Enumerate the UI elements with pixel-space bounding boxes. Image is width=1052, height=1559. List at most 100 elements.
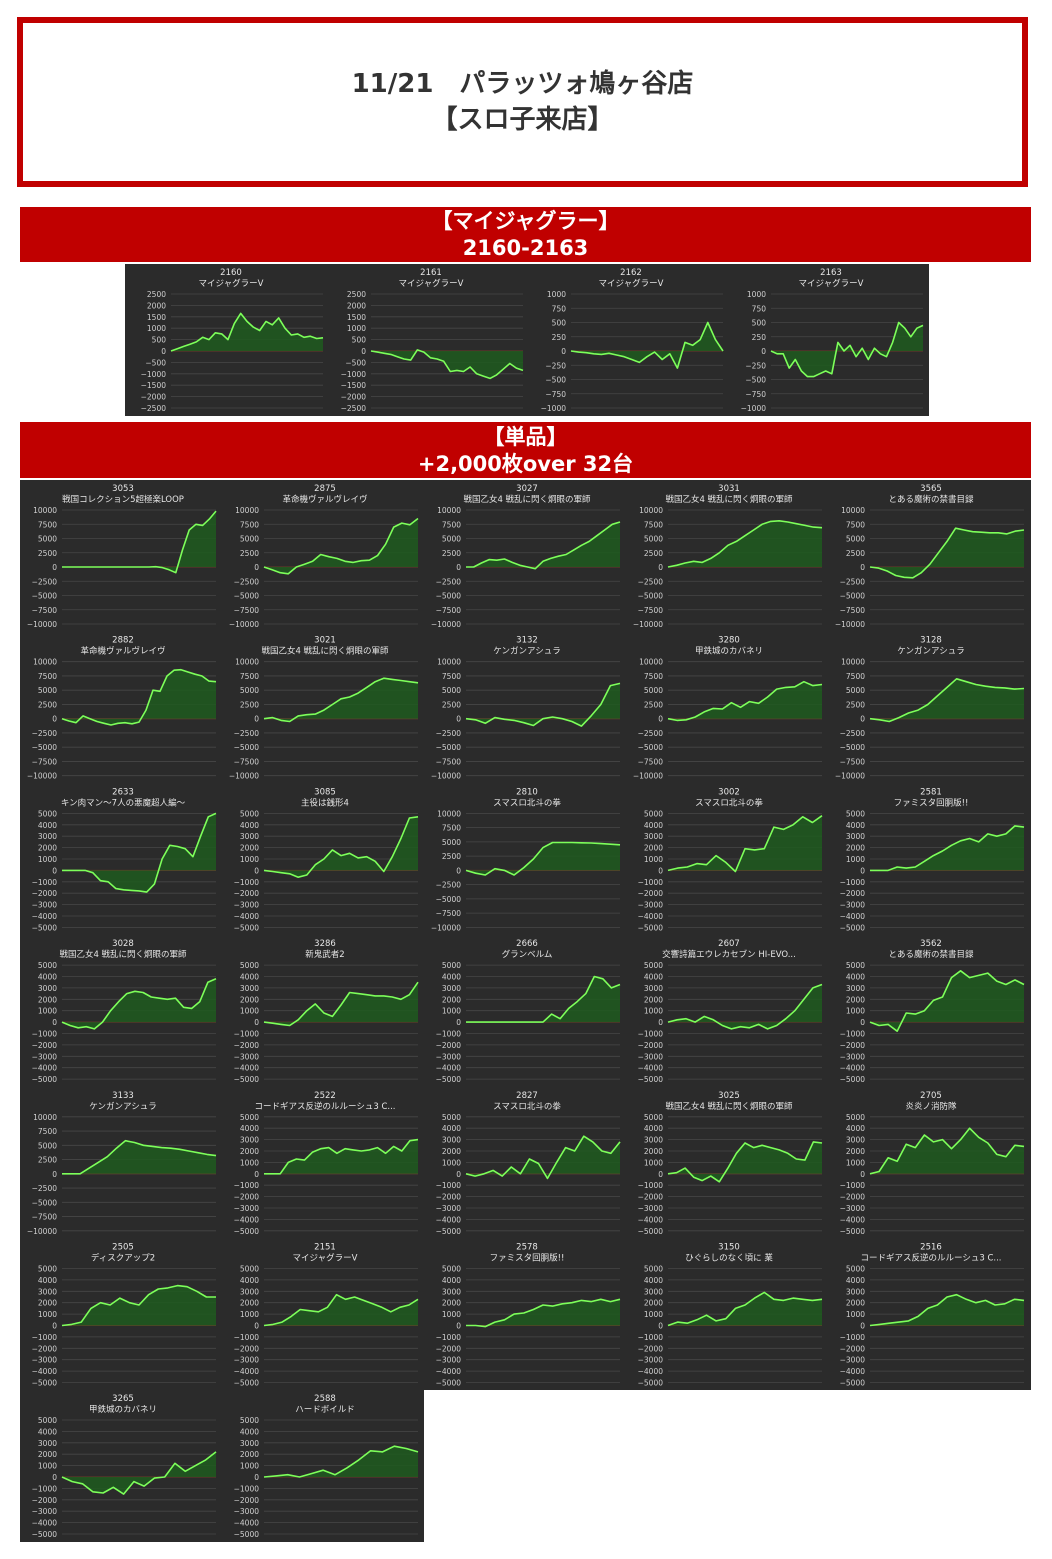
y-tick-label: −5000 (436, 743, 462, 752)
y-tick-label: −4000 (436, 1064, 462, 1073)
chart-id-label: 3021 (314, 636, 336, 646)
y-tick-label: −2000 (234, 1193, 260, 1202)
y-tick-label: −1000 (840, 1030, 866, 1039)
y-tick-label: −750 (745, 390, 766, 399)
y-tick-label: 4000 (240, 1276, 259, 1285)
page-title: 11/21 パラッツォ鳩ヶ谷店 (351, 69, 694, 99)
y-tick-label: 5000 (38, 535, 57, 544)
y-tick-label: 5000 (442, 838, 461, 847)
y-tick-label: 5000 (442, 1265, 461, 1274)
y-tick-label: −3000 (638, 1052, 664, 1061)
y-tick-label: −5000 (638, 592, 664, 601)
y-tick-label: −10000 (431, 923, 461, 932)
chart-id-label: 3085 (314, 787, 336, 797)
series-line (466, 1298, 621, 1328)
y-tick-label: 3000 (240, 1439, 259, 1448)
series-area (668, 520, 822, 567)
series-line (869, 677, 1025, 723)
chart-machine-name: ファミスタ回胴版!! (490, 1253, 565, 1264)
y-tick-label: 0 (658, 1322, 663, 1331)
y-tick-label: −3000 (436, 1204, 462, 1213)
y-tick-label: 7500 (38, 1127, 57, 1136)
y-tick-label: −10000 (431, 772, 461, 781)
y-tick-label: 5000 (240, 1265, 259, 1274)
y-tick-label: 10000 (33, 506, 57, 515)
y-tick-label: 5000 (644, 686, 663, 695)
chart-machine-name: 炎炎ノ消防隊 (905, 1101, 957, 1112)
y-tick-label: −7500 (234, 606, 260, 615)
chart-id-label: 2588 (314, 1394, 336, 1404)
y-tick-label: 4000 (846, 821, 865, 830)
single-charts-panel-last-row: 3265 甲鉄城のカバネリ 5000 4000 3000 2000 1000 0 −1000 −2… (20, 1390, 424, 1542)
y-tick-label: −1500 (341, 381, 367, 390)
y-tick-label: −7500 (32, 757, 58, 766)
series-area (264, 816, 418, 878)
y-tick-label: 250 (752, 333, 767, 342)
y-tick-label: 0 (52, 1170, 57, 1179)
y-tick-label: 0 (860, 563, 865, 572)
y-tick-label: −4000 (638, 1367, 664, 1376)
panel-single-main-svg: 3053戦国コレクション5超極楽LOOP100007500500025000−2… (27, 484, 1025, 1388)
series-area (870, 1128, 1024, 1174)
y-tick-label: 7500 (442, 824, 461, 833)
y-tick-label: −5000 (32, 1530, 58, 1539)
chart-id-label: 2633 (112, 787, 134, 797)
series-area (171, 313, 323, 351)
y-tick-label: 5000 (240, 1416, 259, 1425)
y-tick-label: 2500 (846, 549, 865, 558)
y-tick-label: −5000 (436, 1227, 462, 1236)
y-tick-label: −750 (545, 390, 566, 399)
y-tick-label: −2000 (638, 1193, 664, 1202)
chart-machine-name: 戦国乙女4 戦乱に閃く炯眼の軍師 (665, 494, 793, 505)
y-tick-label: −1000 (436, 1030, 462, 1039)
y-tick-label: −10000 (229, 620, 259, 629)
chart-machine-name: とある魔術の禁書目録 (888, 949, 974, 960)
chart-machine-name: 革命機ヴァルヴレイヴ (80, 646, 166, 657)
y-tick-label: −3000 (234, 901, 260, 910)
y-tick-label: 0 (52, 715, 57, 724)
y-tick-label: −3000 (32, 1507, 58, 1516)
y-tick-label: −1000 (234, 1030, 260, 1039)
chart-id-label: 3565 (920, 484, 942, 494)
series-area (466, 522, 620, 569)
chart-id-label: 3286 (314, 939, 336, 949)
y-tick-label: 10000 (235, 506, 259, 515)
y-tick-label: 3000 (846, 832, 865, 841)
y-tick-label: 1000 (846, 1310, 865, 1319)
chart-id-label: 2151 (314, 1243, 336, 1253)
y-tick-label: −7500 (638, 606, 664, 615)
series-area (870, 528, 1024, 578)
y-tick-label: −10000 (835, 772, 865, 781)
series-line (667, 520, 823, 568)
y-tick-label: 5000 (644, 1113, 663, 1122)
y-tick-label: 0 (254, 715, 259, 724)
y-tick-label: 2500 (38, 700, 57, 709)
y-tick-label: 0 (456, 1322, 461, 1331)
series-line (62, 812, 217, 893)
y-tick-label: 1000 (846, 1007, 865, 1016)
y-tick-label: −3000 (32, 1052, 58, 1061)
series-area (668, 681, 822, 721)
y-tick-label: −2500 (32, 577, 58, 586)
y-tick-label: −4000 (840, 1367, 866, 1376)
y-tick-label: 5000 (38, 1265, 57, 1274)
series-line (667, 815, 823, 873)
y-tick-label: 5000 (442, 961, 461, 970)
series-line (263, 816, 419, 878)
y-tick-label: −4000 (840, 1215, 866, 1224)
y-tick-label: 750 (552, 304, 567, 313)
y-tick-label: −1000 (541, 404, 567, 413)
chart-id-label: 2705 (920, 1091, 942, 1101)
y-tick-label: 10000 (33, 1113, 57, 1122)
series-line (667, 680, 823, 722)
series-line (264, 1138, 419, 1175)
y-tick-label: −2500 (234, 577, 260, 586)
y-tick-label: −1000 (638, 878, 664, 887)
y-tick-label: −4000 (436, 1215, 462, 1224)
y-tick-label: −2000 (436, 1193, 462, 1202)
series-line (62, 1139, 217, 1175)
y-tick-label: −2000 (638, 1041, 664, 1050)
